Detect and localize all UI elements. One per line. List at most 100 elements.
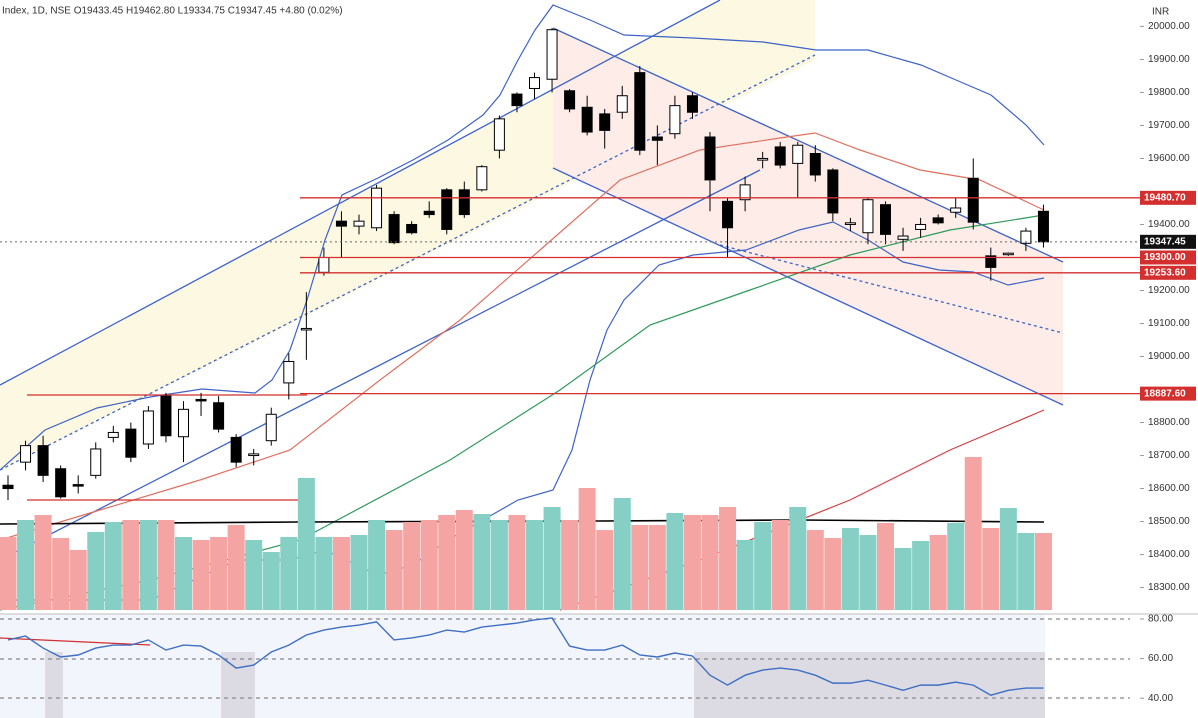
candle-body <box>1002 252 1014 256</box>
candle-body <box>599 113 611 131</box>
volume-bar <box>385 530 403 610</box>
volume-bar <box>543 507 561 610</box>
candle-body <box>72 484 84 487</box>
volume-bar <box>192 540 210 610</box>
candle-body <box>1020 230 1032 244</box>
candle-body <box>511 93 523 107</box>
volume-bar <box>245 540 263 610</box>
candle-body <box>862 199 874 234</box>
candle-body <box>844 222 856 225</box>
candle-body <box>300 327 312 331</box>
candle-body <box>423 210 435 216</box>
volume-bar <box>332 537 350 610</box>
volume-bar <box>666 513 684 610</box>
volume-bar <box>1017 533 1035 610</box>
candle-body <box>967 177 979 223</box>
volume-bar <box>561 520 579 610</box>
volume-bar <box>754 522 772 610</box>
volume-bar <box>368 520 386 610</box>
price-label-box <box>1140 190 1196 205</box>
candle-body <box>950 207 962 213</box>
volume-bar <box>578 488 596 610</box>
candle-body <box>915 223 927 230</box>
candle-body <box>722 200 734 229</box>
candle-body <box>178 408 189 438</box>
candle-body <box>283 360 295 384</box>
volume-bar <box>999 508 1017 610</box>
volume-bar <box>122 520 140 610</box>
volume-bar <box>508 515 526 610</box>
volume-bar <box>824 538 842 610</box>
candle-body <box>371 187 383 229</box>
candle-body <box>774 146 786 166</box>
candle-body <box>669 105 681 135</box>
candle-body <box>353 220 365 227</box>
volume-bar <box>175 537 192 610</box>
volume-bar <box>841 528 859 610</box>
y-tick-label: 18500.00 <box>1148 516 1190 527</box>
y-tick-label: 60.00 <box>1148 653 1173 664</box>
volume-bar <box>631 525 649 610</box>
volume-bar <box>438 515 456 610</box>
volume-bar <box>262 552 280 610</box>
volume-bar <box>490 520 508 610</box>
candle-body <box>318 256 330 273</box>
volume-bar <box>315 537 333 610</box>
volume-bar <box>947 523 965 610</box>
price-label-box <box>1140 386 1196 401</box>
price-label: 19253.60 <box>1144 267 1186 278</box>
volume-bar <box>473 514 491 610</box>
price-label: 19480.70 <box>1144 192 1186 203</box>
y-tick-label: 19100.00 <box>1148 318 1190 329</box>
price-label: 19347.45 <box>1144 236 1186 247</box>
y-tick-label: 18700.00 <box>1148 450 1190 461</box>
price-label-box <box>1140 234 1196 249</box>
candle-body <box>37 445 49 476</box>
y-tick-label: 19900.00 <box>1148 54 1190 65</box>
candle-body <box>651 136 663 141</box>
volume-bar <box>859 535 877 610</box>
volume-bar <box>420 520 438 610</box>
y-tick-label: 18800.00 <box>1148 417 1190 428</box>
volume-bar <box>17 520 35 610</box>
price-label-box <box>1140 250 1196 265</box>
volume-bar <box>87 532 105 610</box>
header-title: Index, 1D, NSE O19433.45 H19462.80 L1933… <box>2 6 343 17</box>
volume-bar <box>596 530 614 610</box>
y-tick-label: 20000.00 <box>1148 21 1190 32</box>
candle-body <box>897 235 909 240</box>
candle-body <box>125 428 137 458</box>
volume-bar <box>806 530 824 610</box>
y-tick-label: 19400.00 <box>1148 219 1190 230</box>
candle-body <box>634 72 646 151</box>
candle-body <box>476 166 488 191</box>
candle-body <box>388 214 400 244</box>
volume-bar <box>139 520 157 610</box>
volume-bar <box>877 523 894 610</box>
y-tick-label: 19000.00 <box>1148 351 1190 362</box>
candle-body <box>265 413 277 442</box>
candle-body <box>546 29 558 80</box>
volume-bar <box>683 515 701 610</box>
volume-bar <box>964 457 982 610</box>
candle-body <box>686 95 698 113</box>
price-label: 19300.00 <box>1144 252 1186 263</box>
candle-body <box>335 220 347 227</box>
y-tick-label: 18300.00 <box>1148 582 1190 593</box>
volume-bar <box>403 522 421 610</box>
background-shading <box>0 0 1063 718</box>
volume-bar <box>350 535 368 610</box>
candle-body <box>2 484 14 490</box>
candle-body <box>809 153 821 176</box>
volume-bar <box>701 515 719 610</box>
candle-body <box>90 448 102 476</box>
volume-bar <box>526 520 543 610</box>
volume-bar <box>929 535 947 610</box>
y-tick-label: 40.00 <box>1148 693 1173 704</box>
candle-body <box>195 398 207 402</box>
volume-bar <box>982 528 1000 610</box>
y-tick-label: 18600.00 <box>1148 483 1190 494</box>
volume-bar <box>157 520 175 610</box>
volume-bar <box>648 525 666 610</box>
